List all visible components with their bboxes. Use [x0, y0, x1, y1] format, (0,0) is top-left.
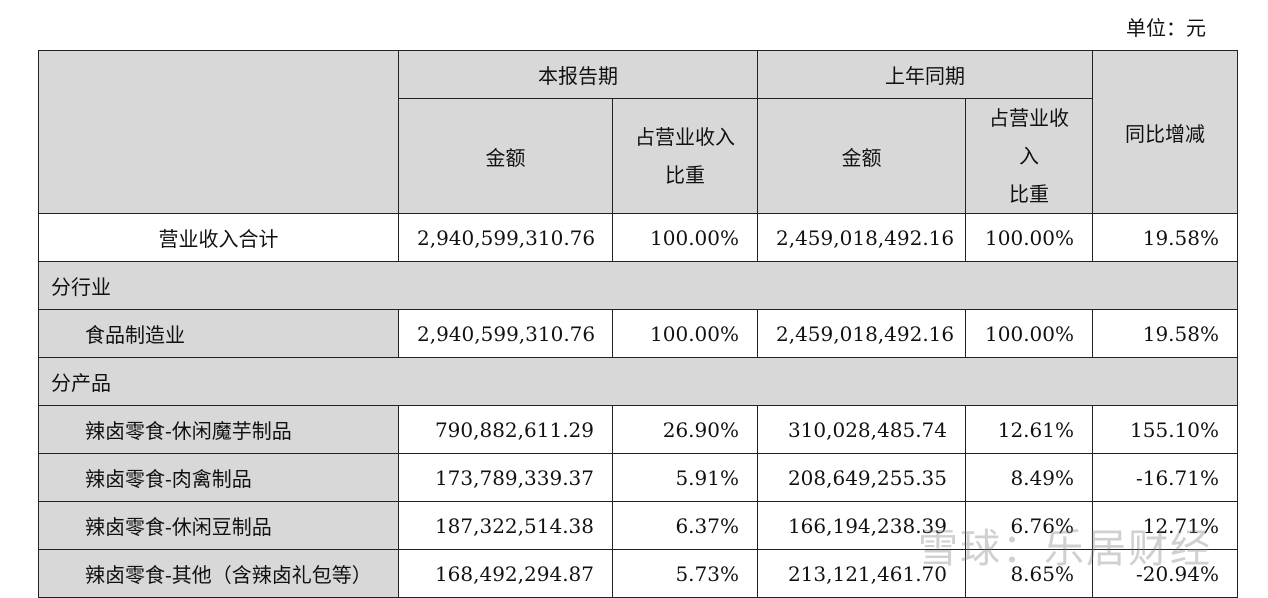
row-prev-amount: 208,649,255.35: [757, 453, 966, 502]
row-cur-amount: 168,492,294.87: [398, 549, 613, 598]
header-current-period: 本报告期: [398, 50, 758, 99]
total-row: 营业收入合计 2,940,599,310.76 100.00% 2,459,01…: [38, 213, 1238, 262]
row-yoy: -20.94%: [1092, 549, 1238, 598]
header-prev-amount: 金额: [757, 98, 966, 214]
industry-section-row: 分行业: [38, 261, 1238, 310]
row-yoy: 19.58%: [1092, 309, 1238, 358]
header-row-sub: 金额 占营业收入 比重 金额 占营业收入 比重: [39, 98, 1238, 214]
total-row-yoy: 19.58%: [1092, 213, 1238, 262]
unit-label: 单位：元: [1126, 16, 1206, 40]
total-row-prev-share: 100.00%: [965, 213, 1093, 262]
total-row-label: 营业收入合计: [38, 213, 399, 262]
row-prev-amount: 166,194,238.39: [757, 501, 966, 550]
row-yoy: -16.71%: [1092, 453, 1238, 502]
total-row-cur-amount: 2,940,599,310.76: [398, 213, 613, 262]
table-row: 辣卤零食-休闲魔芋制品 790,882,611.29 26.90% 310,02…: [38, 405, 1238, 454]
row-prev-share: 12.61%: [965, 405, 1093, 454]
table-row: 食品制造业 2,940,599,310.76 100.00% 2,459,018…: [38, 309, 1238, 358]
header-cur-amount: 金额: [398, 98, 613, 214]
row-cur-amount: 790,882,611.29: [398, 405, 613, 454]
row-cur-amount: 173,789,339.37: [398, 453, 613, 502]
product-section-row: 分产品: [38, 357, 1238, 406]
row-label: 辣卤零食-肉禽制品: [38, 453, 399, 502]
header-cur-share: 占营业收入 比重: [612, 98, 758, 214]
row-label: 辣卤零食-其他（含辣卤礼包等）: [38, 549, 399, 598]
row-cur-share: 5.91%: [612, 453, 758, 502]
header-row-top: 本报告期 上年同期 同比增减: [38, 50, 1238, 214]
row-yoy: 155.10%: [1092, 405, 1238, 454]
row-cur-amount: 2,940,599,310.76: [398, 309, 613, 358]
table-row: 辣卤零食-肉禽制品 173,789,339.37 5.91% 208,649,2…: [38, 453, 1238, 502]
product-section-title: 分产品: [38, 357, 1238, 406]
row-prev-amount: 310,028,485.74: [757, 405, 966, 454]
header-prev-share-line2: 比重: [1009, 182, 1049, 206]
row-label: 辣卤零食-休闲魔芋制品: [38, 405, 399, 454]
header-cur-share-line2: 比重: [665, 163, 705, 187]
row-cur-share: 6.37%: [612, 501, 758, 550]
row-prev-amount: 2,459,018,492.16: [757, 309, 966, 358]
row-prev-share: 8.49%: [965, 453, 1093, 502]
header-cur-share-line1: 占营业收入: [635, 125, 735, 149]
header-prior-period: 上年同期: [757, 50, 1093, 99]
industry-section-title: 分行业: [38, 261, 1238, 310]
row-cur-amount: 187,322,514.38: [398, 501, 613, 550]
table-row: 辣卤零食-其他（含辣卤礼包等） 168,492,294.87 5.73% 213…: [38, 549, 1238, 598]
total-row-prev-amount: 2,459,018,492.16: [757, 213, 966, 262]
table-row: 辣卤零食-休闲豆制品 187,322,514.38 6.37% 166,194,…: [38, 501, 1238, 550]
row-cur-share: 26.90%: [612, 405, 758, 454]
row-label: 辣卤零食-休闲豆制品: [38, 501, 399, 550]
row-cur-share: 5.73%: [612, 549, 758, 598]
row-yoy: 12.71%: [1092, 501, 1238, 550]
header-blank-cell: [38, 50, 399, 214]
total-row-cur-share: 100.00%: [612, 213, 758, 262]
header-prev-share-line1: 占营业收入: [989, 106, 1069, 168]
row-prev-share: 8.65%: [965, 549, 1093, 598]
row-prev-share: 6.76%: [965, 501, 1093, 550]
row-prev-share: 100.00%: [965, 309, 1093, 358]
header-prev-share: 占营业收入 比重: [965, 98, 1093, 214]
row-cur-share: 100.00%: [612, 309, 758, 358]
revenue-breakdown-table: 本报告期 上年同期 同比增减 金额 占营业收入 比重 金额 占营业收入 比重 营…: [38, 50, 1238, 598]
row-label: 食品制造业: [38, 309, 399, 358]
row-prev-amount: 213,121,461.70: [757, 549, 966, 598]
header-yoy: 同比增减: [1092, 50, 1238, 214]
